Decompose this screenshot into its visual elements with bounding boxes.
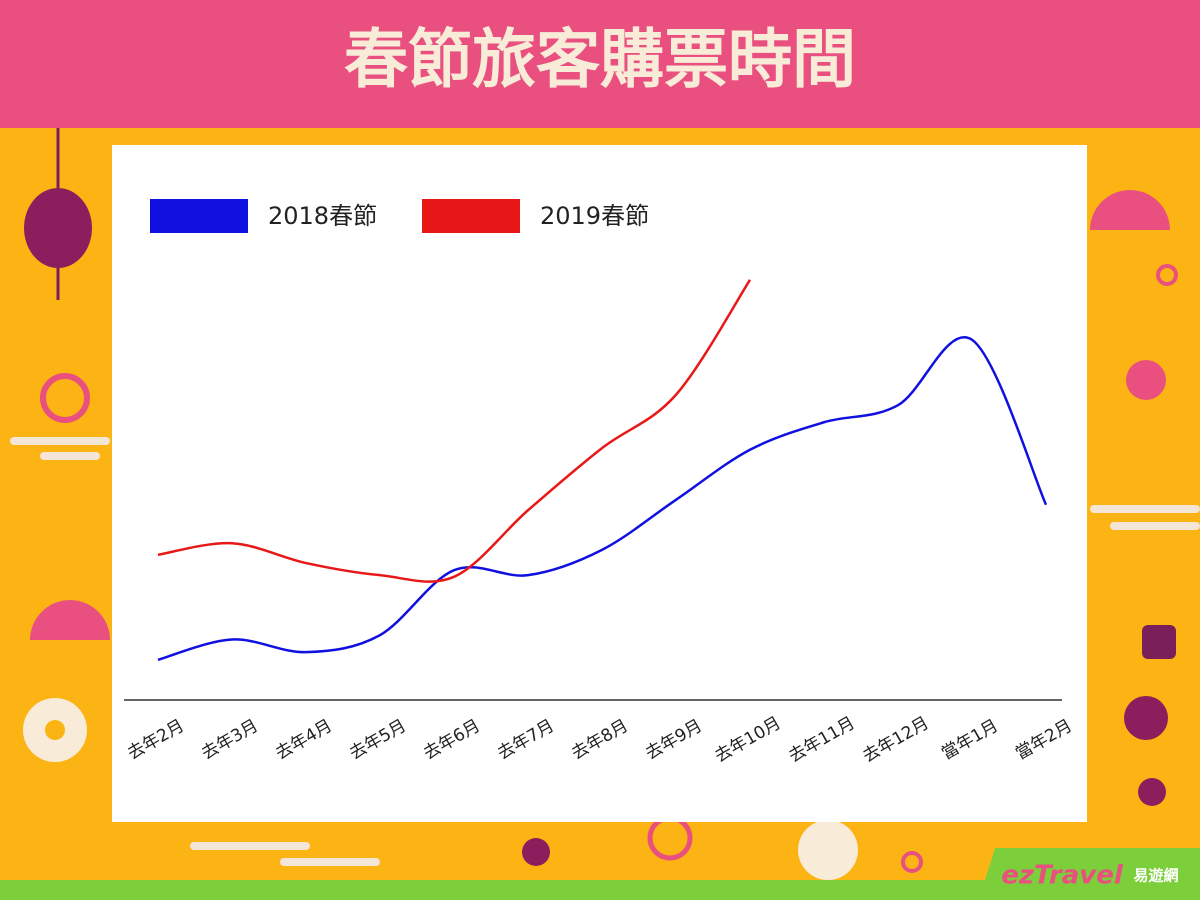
header bbox=[0, 0, 1200, 128]
chart-title: 春節旅客購票時間 bbox=[344, 24, 856, 98]
legend-swatch bbox=[150, 199, 248, 233]
legend-label: 2019春節 bbox=[540, 202, 649, 230]
series-line bbox=[157, 336, 1048, 662]
brand-logo: ezTravel bbox=[1001, 861, 1124, 891]
decorations bbox=[10, 128, 1200, 880]
series-line bbox=[157, 279, 752, 583]
legend-swatch bbox=[422, 199, 520, 233]
plot-panel bbox=[112, 145, 1087, 822]
footer-strip bbox=[0, 880, 1200, 900]
legend-label: 2018春節 bbox=[268, 202, 377, 230]
brand-subname: 易遊網 bbox=[1133, 867, 1178, 885]
